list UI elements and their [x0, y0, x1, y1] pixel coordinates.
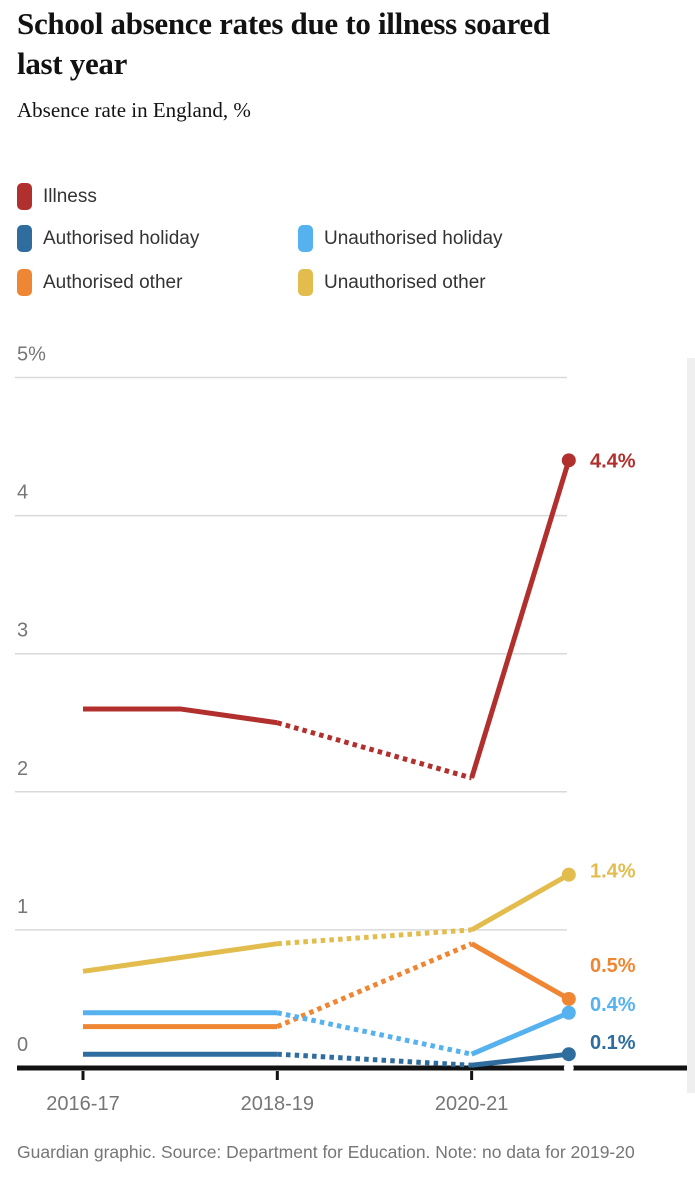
- y-tick-label-0: 0: [17, 1034, 28, 1056]
- x-tick-label-2018-19: 2018-19: [241, 1093, 314, 1115]
- y-tick-label-5: 5%: [17, 344, 46, 366]
- series-illness-line-solid-end: [469, 459, 572, 779]
- chart-subtitle: Absence rate in England, %: [17, 98, 251, 122]
- legend-swatch-unauthorised-other: [298, 268, 313, 296]
- axis-gap-dot: [563, 1063, 574, 1073]
- series-unauthorised_other-line-dashed: [277, 927, 472, 947]
- y-tick-label-2: 2: [17, 758, 28, 780]
- series-unauthorised_other-line-solid: [82, 941, 278, 974]
- series-illness-end-dot: [561, 453, 576, 468]
- y-tick-label-4: 4: [17, 482, 28, 504]
- legend-swatch-authorised-other: [17, 268, 32, 296]
- series-illness-line-solid: [83, 706, 278, 726]
- series-authorised_holiday-line-solid-end: [471, 1051, 570, 1068]
- legend-item-authorised-other: Authorised other: [17, 268, 182, 296]
- series-unauthorised_holiday-line-dashed: [276, 1010, 473, 1057]
- legend-swatch-authorised-holiday: [17, 224, 32, 252]
- series-unauthorised_holiday-line-solid-end: [470, 1010, 570, 1057]
- legend-swatch-unauthorised-holiday: [298, 224, 313, 252]
- legend-item-authorised-holiday: Authorised holiday: [17, 224, 199, 252]
- series-authorised_other-value-label: 0.5%: [590, 955, 636, 977]
- legend-label: Illness: [43, 185, 97, 207]
- series-authorised_other-line-solid-end: [470, 941, 571, 1002]
- legend-item-unauthorised-holiday: Unauthorised holiday: [298, 224, 503, 252]
- series-authorised_holiday-line-dashed: [277, 1051, 472, 1068]
- series-authorised_other-line-dashed: [276, 941, 473, 1029]
- legend-label: Authorised holiday: [43, 227, 200, 249]
- legend-item-illness: Illness: [17, 182, 97, 210]
- x-tick-label-2020-21: 2020-21: [435, 1093, 508, 1115]
- legend-swatch-illness: [17, 182, 32, 210]
- source-note: Guardian graphic. Source: Department for…: [17, 1142, 635, 1162]
- series-illness-line-dashed: [276, 720, 473, 781]
- series-unauthorised_other-value-label: 1.4%: [590, 861, 636, 883]
- legend-item-unauthorised-other: Unauthorised other: [298, 268, 486, 296]
- page-edge-shade: [687, 358, 695, 1093]
- series-authorised_holiday-value-label: 0.1%: [590, 1032, 636, 1054]
- legend-label: Authorised other: [43, 271, 183, 293]
- chart-title: School absence rates due to illness soar…: [17, 6, 550, 81]
- legend-label: Unauthorised holiday: [324, 227, 503, 249]
- series-authorised_holiday-end-dot: [561, 1047, 576, 1062]
- x-tick-label-2016-17: 2016-17: [46, 1093, 119, 1115]
- series-unauthorised_other-line-solid-end: [470, 872, 571, 933]
- y-tick-label-3: 3: [17, 620, 28, 642]
- series-authorised_other-end-dot: [561, 991, 576, 1006]
- y-tick-label-1: 1: [17, 896, 28, 918]
- series-illness-value-label: 4.4%: [590, 450, 636, 472]
- series-unauthorised_holiday-end-dot: [561, 1005, 576, 1020]
- series-unauthorised_other-end-dot: [561, 867, 576, 882]
- legend-label: Unauthorised other: [324, 271, 486, 293]
- series-unauthorised_holiday-value-label: 0.4%: [590, 994, 636, 1016]
